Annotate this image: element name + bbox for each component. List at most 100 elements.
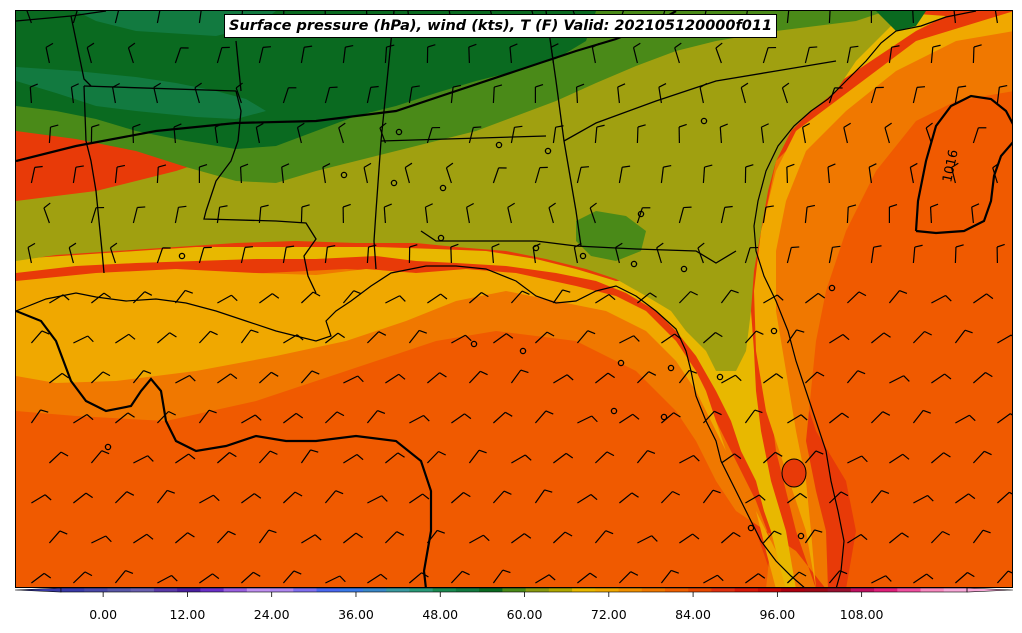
wind-barb-flag — [153, 82, 161, 88]
colorbar-tick-label: 0.00 — [89, 607, 118, 622]
wind-barb-flag — [799, 492, 808, 499]
wind-barb-flag — [256, 122, 264, 128]
wind-barb — [720, 207, 726, 224]
wind-barb-flag — [814, 529, 823, 533]
wind-barb-flag — [381, 495, 388, 502]
wind-barb-flag — [34, 165, 43, 168]
wind-barb-flag — [481, 291, 489, 298]
wind-barb — [636, 126, 639, 144]
wind-barb — [703, 574, 718, 584]
wind-barb — [342, 47, 346, 64]
wind-barb — [283, 412, 297, 424]
wind-barb — [763, 294, 778, 304]
wind-barb-flag — [468, 43, 477, 48]
wind-barb — [888, 47, 893, 64]
colorbar-tick-label: 108.00 — [839, 607, 884, 622]
wind-barb — [282, 491, 296, 504]
wind-barb — [132, 370, 144, 384]
wind-barb-flag — [999, 85, 1008, 88]
wind-barb-flag — [71, 83, 79, 88]
wind-barb — [282, 87, 289, 104]
colorbar-swatch — [874, 588, 898, 592]
wind-barb-flag — [110, 242, 118, 249]
wind-barb-flag — [986, 293, 994, 300]
wind-barb — [804, 529, 816, 544]
wind-barb-flag — [84, 571, 93, 577]
wind-barb — [48, 530, 61, 544]
wind-barb-flag — [985, 371, 993, 378]
wind-barb-flag — [293, 570, 302, 575]
wind-barb-flag — [86, 42, 95, 49]
colorbar-swatch — [502, 588, 527, 592]
wind-barb-flag — [964, 329, 973, 334]
wind-barb-flag — [712, 489, 721, 494]
wind-barb — [239, 166, 242, 184]
wind-barb — [740, 87, 746, 104]
wind-barb-flag — [262, 46, 272, 49]
wind-barb — [702, 166, 706, 184]
wind-barb-flag — [147, 455, 154, 462]
wind-barb — [127, 47, 134, 64]
wind-barb-flag — [342, 203, 351, 208]
wind-barb-flag — [45, 42, 54, 48]
wind-barb-flag — [690, 290, 698, 296]
wind-barb-flag — [945, 295, 952, 302]
wind-barb-flag — [800, 414, 808, 421]
wind-barb — [955, 572, 968, 584]
wind-barb — [786, 11, 790, 24]
wind-barb — [217, 373, 231, 384]
wind-barb-flag — [128, 42, 136, 49]
wind-barb — [427, 293, 442, 304]
wind-barb-flag — [173, 123, 182, 128]
wind-barb-flag — [944, 373, 952, 380]
wind-barb — [214, 127, 218, 144]
wind-barb — [133, 533, 148, 544]
wind-barb-flag — [44, 494, 52, 501]
wind-barb-flag — [494, 84, 503, 88]
wind-barb-flag — [311, 370, 320, 375]
wind-barb-flag — [30, 83, 38, 88]
wind-barb — [576, 330, 589, 344]
colorbar-tick-label: 36.00 — [338, 607, 374, 622]
wind-barb — [469, 534, 484, 544]
calm-wind-circle — [630, 260, 638, 268]
wind-barb — [90, 371, 104, 384]
temp-band-69 — [16, 11, 1012, 587]
wind-barb — [954, 87, 959, 104]
wind-barb — [614, 247, 620, 264]
wind-barb-flag — [656, 242, 664, 249]
wind-barb-flag — [41, 330, 50, 335]
wind-barb-flag — [651, 535, 658, 542]
wind-barb-flag — [605, 530, 614, 535]
wind-barb-flag — [91, 124, 100, 128]
wind-barb — [931, 452, 945, 464]
calm-wind-circle — [617, 359, 625, 367]
colorbar-swatch — [804, 588, 829, 592]
wind-barb — [802, 127, 806, 144]
wind-barb — [282, 570, 295, 584]
wind-barb-flag — [740, 82, 749, 89]
wind-barb-flag — [757, 573, 766, 579]
wind-barb-flag — [647, 450, 656, 454]
wind-barb-flag — [62, 294, 70, 301]
wind-barb-flag — [955, 244, 964, 248]
wind-barb — [424, 207, 428, 224]
wind-barb — [240, 571, 254, 584]
wind-barb-flag — [758, 494, 766, 501]
wind-barb — [971, 207, 974, 224]
lake-okeechobee — [781, 458, 807, 488]
wind-barb-flag — [491, 243, 500, 248]
wind-barb-flag — [631, 492, 639, 498]
wind-barb-flag — [761, 123, 769, 128]
wind-barb-flag — [967, 571, 975, 578]
wind-barb-flag — [996, 243, 1005, 248]
wind-barb — [997, 334, 1012, 344]
wind-barb-flag — [606, 451, 615, 457]
wind-barb — [30, 167, 36, 184]
wind-barb — [258, 207, 262, 224]
wind-barb — [762, 451, 776, 464]
wind-barb-flag — [268, 529, 277, 534]
wind-barb-flag — [240, 163, 249, 168]
wind-barb — [30, 330, 43, 344]
wind-barb — [535, 574, 550, 584]
